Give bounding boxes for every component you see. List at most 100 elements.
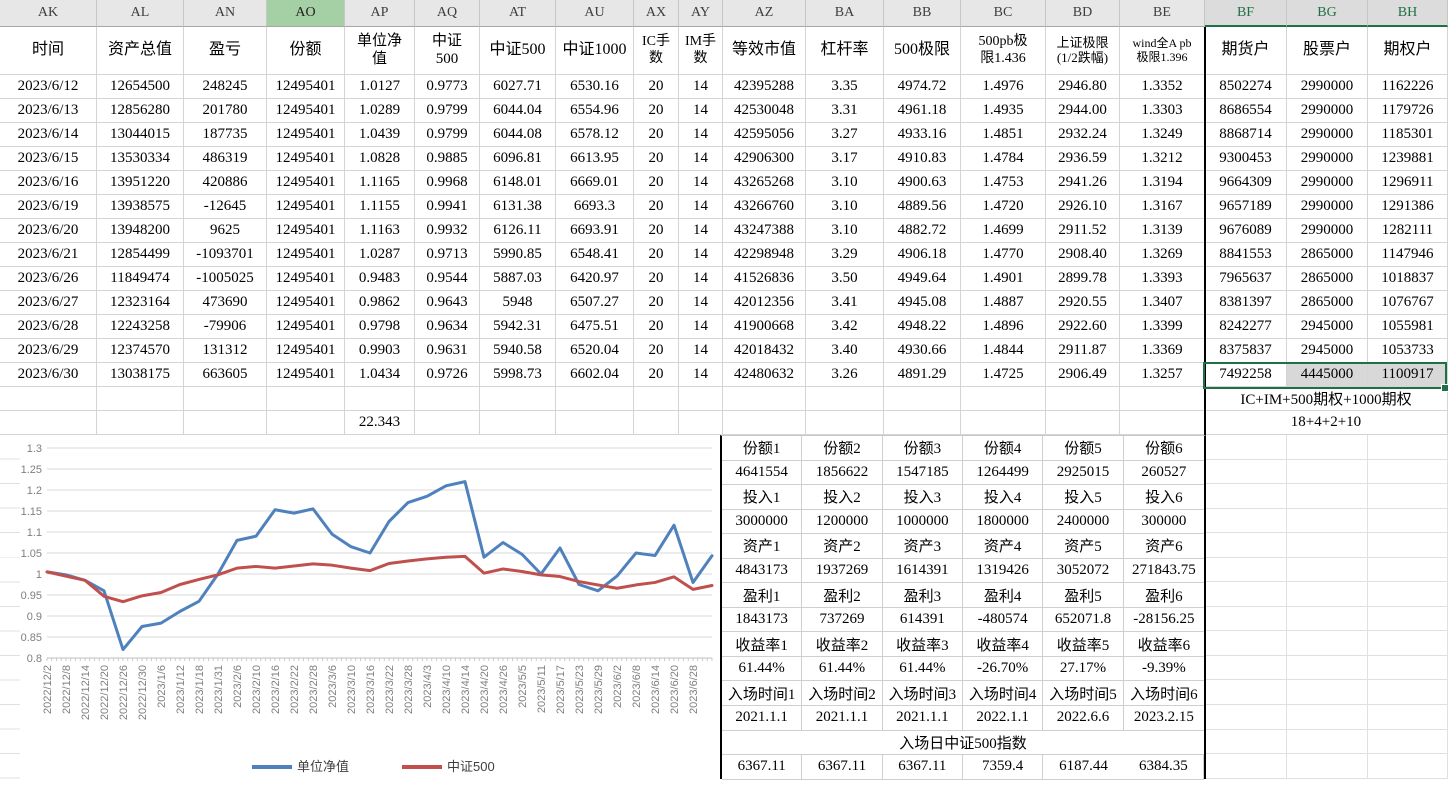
cell-AZ-row3[interactable]: 42595056 xyxy=(723,123,806,147)
cell-BE-row10[interactable]: 1.3407 xyxy=(1120,291,1205,315)
empty-cell[interactable] xyxy=(1368,582,1448,607)
cell-BF-row10[interactable]: 8381397 xyxy=(1205,291,1287,315)
cell-BG-row12[interactable]: 2945000 xyxy=(1287,339,1368,363)
summary-cell[interactable]: 652071.8 xyxy=(1043,607,1124,633)
empty-cell[interactable] xyxy=(679,411,723,435)
empty-cell[interactable] xyxy=(1287,508,1368,534)
cell-BH-row9[interactable]: 1018837 xyxy=(1368,267,1448,291)
entry-index-label[interactable]: 入场日中证500指数 xyxy=(722,731,1204,756)
cell-AN-row12[interactable]: 131312 xyxy=(184,339,267,363)
cell-BB-row12[interactable]: 4930.66 xyxy=(884,339,961,363)
cell-BC-row7[interactable]: 1.4699 xyxy=(961,219,1046,243)
summary-cell[interactable]: 6367.11 xyxy=(802,755,883,780)
empty-cell[interactable] xyxy=(679,387,723,411)
cell-AQ-row12[interactable]: 0.9631 xyxy=(415,339,480,363)
empty-cell[interactable] xyxy=(723,387,806,411)
col-title-BG[interactable]: 股票户 xyxy=(1287,27,1368,75)
summary-cell[interactable]: 3000000 xyxy=(722,509,803,535)
empty-cell[interactable] xyxy=(1368,680,1448,706)
cell-AN-row5[interactable]: 420886 xyxy=(184,171,267,195)
empty-cell[interactable] xyxy=(1287,655,1368,681)
cell-AO-row13[interactable]: 12495401 xyxy=(267,363,345,387)
cell-AN-row9[interactable]: -1005025 xyxy=(184,267,267,291)
cell-BE-row7[interactable]: 1.3139 xyxy=(1120,219,1205,243)
summary-cell[interactable]: 收益率4 xyxy=(963,632,1044,657)
summary-cell[interactable]: 收益率6 xyxy=(1123,632,1204,657)
col-header-BA[interactable]: BA xyxy=(806,0,884,27)
col-header-BG[interactable]: BG xyxy=(1287,0,1368,27)
cell-AO-row6[interactable]: 12495401 xyxy=(267,195,345,219)
cell-BB-row6[interactable]: 4889.56 xyxy=(884,195,961,219)
cell-AZ-row13[interactable]: 42480632 xyxy=(723,363,806,387)
cell-BG-row11[interactable]: 2945000 xyxy=(1287,315,1368,339)
cell-BH-row1[interactable]: 1162226 xyxy=(1368,75,1448,99)
empty-cell[interactable] xyxy=(1368,754,1448,779)
summary-cell[interactable]: -480574 xyxy=(963,607,1044,633)
col-header-AO[interactable]: AO xyxy=(267,0,345,27)
empty-cell[interactable] xyxy=(1287,729,1368,755)
cell-AN-row2[interactable]: 201780 xyxy=(184,99,267,123)
empty-cell[interactable] xyxy=(415,387,480,411)
cell-AX-row10[interactable]: 20 xyxy=(634,291,679,315)
cell-AL-row7[interactable]: 13948200 xyxy=(97,219,184,243)
cell-AO-row1[interactable]: 12495401 xyxy=(267,75,345,99)
cell-BD-row4[interactable]: 2936.59 xyxy=(1046,147,1120,171)
cell-BC-row9[interactable]: 1.4901 xyxy=(961,267,1046,291)
cell-BA-row5[interactable]: 3.10 xyxy=(806,171,884,195)
summary-cell[interactable]: 资产1 xyxy=(722,534,803,559)
cell-AO-row11[interactable]: 12495401 xyxy=(267,315,345,339)
cell-BA-row9[interactable]: 3.50 xyxy=(806,267,884,291)
cell-AT-row6[interactable]: 6131.38 xyxy=(480,195,556,219)
summary-cell[interactable]: 1000000 xyxy=(882,509,963,535)
cell-BH-row6[interactable]: 1291386 xyxy=(1368,195,1448,219)
cell-AN-row4[interactable]: 486319 xyxy=(184,147,267,171)
summary-cell[interactable]: 份额3 xyxy=(882,436,963,461)
cell-AU-row9[interactable]: 6420.97 xyxy=(556,267,634,291)
cell-BB-row5[interactable]: 4900.63 xyxy=(884,171,961,195)
cell-AQ-row6[interactable]: 0.9941 xyxy=(415,195,480,219)
cell-BF-row5[interactable]: 9664309 xyxy=(1205,171,1287,195)
cell-BF-row6[interactable]: 9657189 xyxy=(1205,195,1287,219)
empty-cell[interactable] xyxy=(884,411,961,435)
cell-AY-row12[interactable]: 14 xyxy=(679,339,723,363)
summary-cell[interactable]: 1800000 xyxy=(963,509,1044,535)
chart-legend[interactable]: 单位净值 中证500 xyxy=(252,759,495,774)
col-header-AX[interactable]: AX xyxy=(634,0,679,27)
summary-cell[interactable]: 投入1 xyxy=(722,485,803,510)
summary-cell[interactable]: 入场时间3 xyxy=(882,681,963,707)
cell-AL-row8[interactable]: 12854499 xyxy=(97,243,184,267)
cell-BE-row6[interactable]: 1.3167 xyxy=(1120,195,1205,219)
col-title-AX[interactable]: IC手 数 xyxy=(634,27,679,75)
cell-BG-row13[interactable]: 4445000 xyxy=(1287,363,1368,387)
cell-BF-row11[interactable]: 8242277 xyxy=(1205,315,1287,339)
summary-cell[interactable]: 61.44% xyxy=(722,656,803,682)
empty-cell[interactable] xyxy=(97,411,184,435)
cell-BA-row7[interactable]: 3.10 xyxy=(806,219,884,243)
col-title-AZ[interactable]: 等效市值 xyxy=(723,27,806,75)
cell-AU-row11[interactable]: 6475.51 xyxy=(556,315,634,339)
cell-BH-row5[interactable]: 1296911 xyxy=(1368,171,1448,195)
cell-AK-row10[interactable]: 2023/6/27 xyxy=(0,291,97,315)
cell-BH-row10[interactable]: 1076767 xyxy=(1368,291,1448,315)
cell-AK-row4[interactable]: 2023/6/15 xyxy=(0,147,97,171)
cell-AT-row3[interactable]: 6044.08 xyxy=(480,123,556,147)
cell-AP-row5[interactable]: 1.1165 xyxy=(345,171,415,195)
col-header-AN[interactable]: AN xyxy=(184,0,267,27)
cell-AN-row7[interactable]: 9625 xyxy=(184,219,267,243)
col-title-BC[interactable]: 500pb极 限1.436 xyxy=(961,27,1046,75)
cell-AU-row12[interactable]: 6520.04 xyxy=(556,339,634,363)
cell-AL-row1[interactable]: 12654500 xyxy=(97,75,184,99)
col-title-AL[interactable]: 资产总值 xyxy=(97,27,184,75)
cell-AP-row9[interactable]: 0.9483 xyxy=(345,267,415,291)
empty-cell[interactable] xyxy=(97,387,184,411)
empty-cell[interactable] xyxy=(1206,459,1287,485)
empty-cell[interactable] xyxy=(1120,411,1205,435)
cell-AT-row2[interactable]: 6044.04 xyxy=(480,99,556,123)
summary-cell[interactable]: 份额6 xyxy=(1123,436,1204,461)
cell-AU-row5[interactable]: 6669.01 xyxy=(556,171,634,195)
col-header-AK[interactable]: AK xyxy=(0,0,97,27)
col-header-AL[interactable]: AL xyxy=(97,0,184,27)
cell-BD-row3[interactable]: 2932.24 xyxy=(1046,123,1120,147)
cell-BG-row8[interactable]: 2865000 xyxy=(1287,243,1368,267)
cell-BD-row8[interactable]: 2908.40 xyxy=(1046,243,1120,267)
